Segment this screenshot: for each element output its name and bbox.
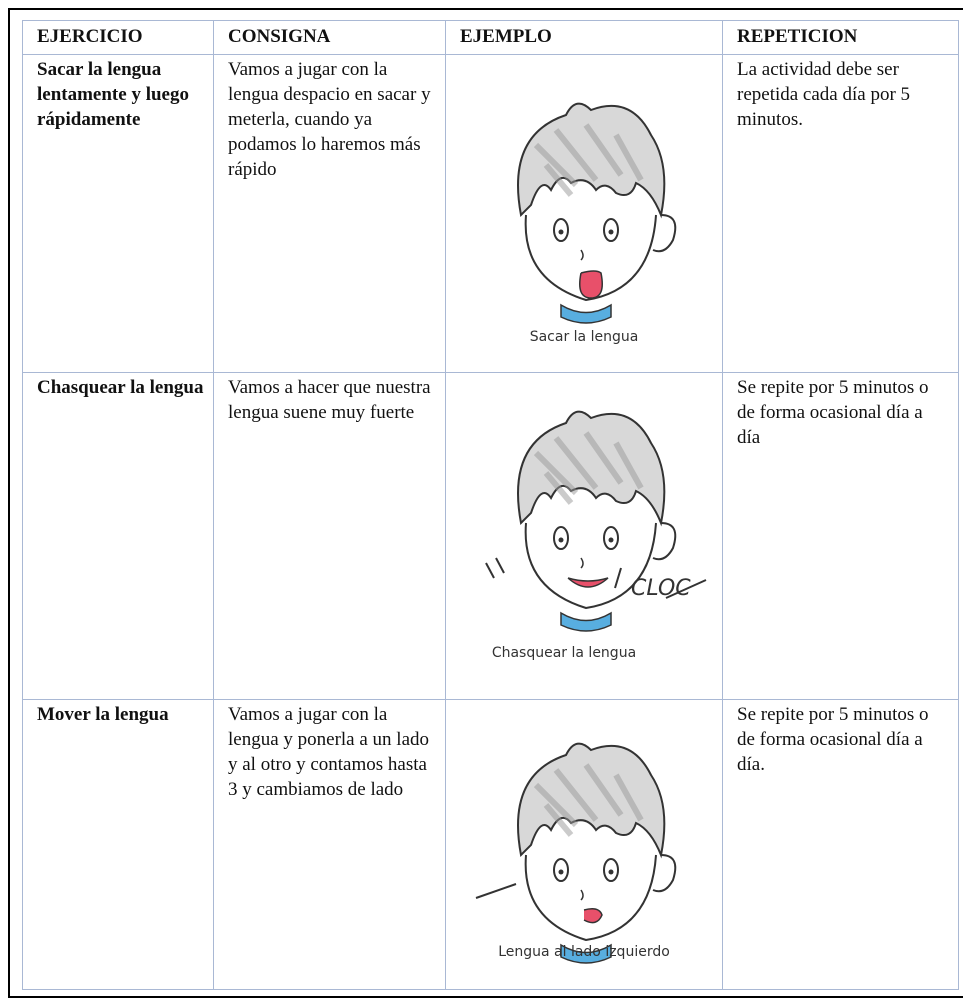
exercise: Chasquear la lengua: [22, 372, 214, 700]
instruction: Vamos a jugar con la lengua y ponerla a …: [213, 699, 446, 990]
example: CLOC Chasquear la lengua: [445, 372, 723, 700]
header-cell: EJEMPLO: [445, 20, 723, 55]
header-row: EJERCICIO CONSIGNA EJEMPLO REPETICION: [22, 20, 959, 55]
illustration: [446, 55, 723, 373]
illustration: [475, 700, 723, 990]
caption: Chasquear la lengua: [491, 645, 637, 661]
repetition: Se repite por 5 minutos o de forma ocasi…: [722, 372, 959, 700]
instruction: Vamos a jugar con la lengua despacio en …: [213, 54, 446, 373]
exercise: Mover la lengua: [22, 699, 214, 990]
row: Mover la lengua Vamos a jugar con la len…: [22, 699, 959, 990]
example: Lengua al lado izquierdo: [445, 699, 723, 990]
instruction: Vamos a hacer que nuestra lengua suene m…: [213, 372, 446, 700]
header-cell: REPETICION: [722, 20, 959, 55]
repetition: La actividad debe ser repetida cada día …: [722, 54, 959, 373]
row: Chasquear la lengua Vamos a hacer que nu…: [22, 372, 959, 700]
svg-text:CLOC: CLOC: [631, 576, 691, 601]
caption: Lengua al lado izquierdo: [498, 944, 670, 960]
header-cell: CONSIGNA: [213, 20, 446, 55]
row: Sacar la lengua lentamente y luego rápid…: [22, 54, 959, 373]
exercise: Sacar la lengua lentamente y luego rápid…: [22, 54, 214, 373]
illustration: CLOC: [485, 373, 707, 700]
header-cell: EJERCICIO: [22, 20, 214, 55]
exercise-table: EJERCICIO CONSIGNA EJEMPLO REPETICION Sa…: [22, 20, 959, 990]
caption: Sacar la lengua: [529, 329, 639, 345]
page: EJERCICIO CONSIGNA EJEMPLO REPETICION Sa…: [8, 8, 963, 998]
repetition: Se repite por 5 minutos o de forma ocasi…: [722, 699, 959, 990]
example: Sacar la lengua: [445, 54, 723, 373]
